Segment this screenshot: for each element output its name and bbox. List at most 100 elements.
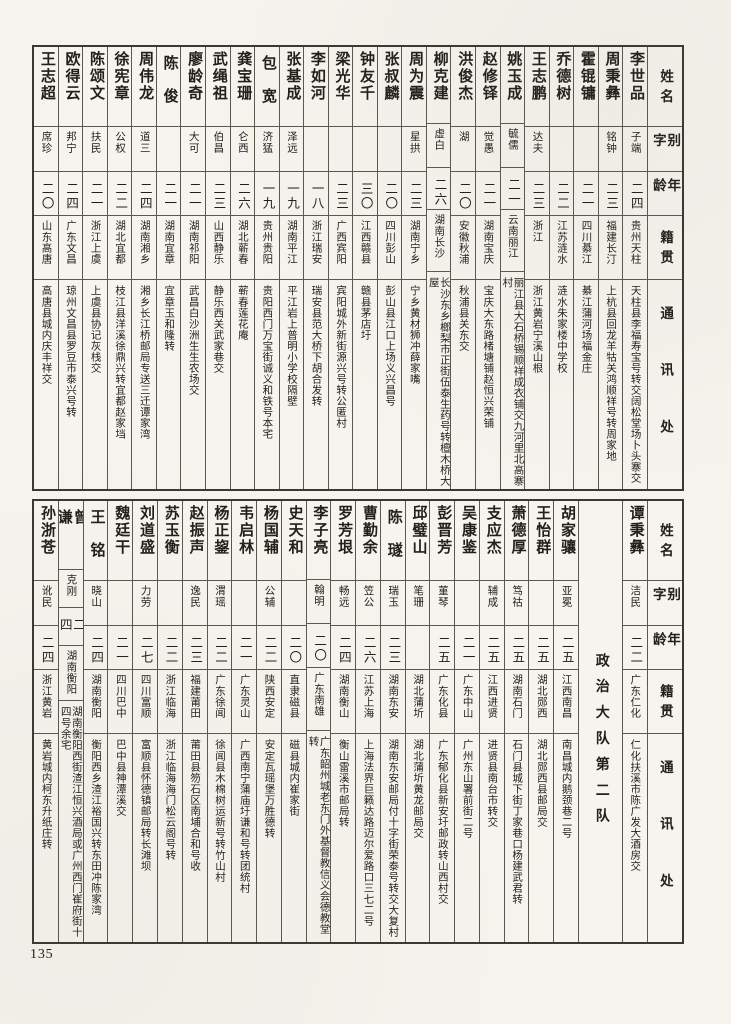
person-column: 陈璲 瑞玉 二三 湖南东安 湖南东安邮局付十字街荣泰号转交大复村: [380, 501, 406, 942]
address-cell: 广西南宁蒲庙圩谦和号转团统村: [232, 734, 256, 942]
origin-cell: 云南丽江: [500, 210, 525, 272]
address-cell: 天柱县李福寿宝号转交阔松堂场卜头寨交: [623, 280, 647, 489]
person-address: 衡山雷溪市邮局转: [337, 739, 349, 828]
person-origin: 山东高唐: [40, 220, 52, 265]
person-column: 孙浙苍 讹民 二四 浙江黄岩 黄岩城内柯东升纸庄转: [34, 501, 59, 942]
header-origin-label: 籍贯: [657, 684, 673, 725]
person-age: 一八: [309, 182, 324, 211]
person-alias: 翰明: [313, 583, 324, 606]
person-name: 武绳祖: [210, 51, 227, 102]
person-name: 李世品: [628, 51, 645, 102]
person-name: 史天和: [286, 505, 303, 556]
origin-cell: 山西静乐: [206, 216, 230, 280]
person-age: 一九: [285, 182, 300, 211]
person-age: 二一: [481, 182, 496, 211]
person-alias: 道三: [138, 131, 150, 154]
name-cell: 萧德厚: [504, 501, 529, 581]
person-address: 湖北蒲圻黄龙邮局交: [412, 739, 424, 839]
person-origin: 江西进贤: [486, 674, 498, 719]
person-name: 梁光华: [333, 51, 350, 102]
address-cell: 蕲春莲花庵: [231, 280, 255, 489]
alias-cell: 铭钟: [598, 127, 623, 172]
person-address: 石门县城下街丁家巷口杨建武君转: [511, 739, 523, 905]
header-age-cell: 年龄: [647, 172, 682, 216]
address-cell: 浙江黄岩宁溪山根: [525, 280, 549, 489]
divider-cell: 政治大队第二队: [579, 501, 622, 942]
person-alias: 伯昌: [212, 131, 224, 154]
age-cell: 二一: [156, 172, 181, 216]
alias-cell: 菫琴: [430, 581, 455, 626]
person-age: 二〇: [312, 634, 327, 663]
origin-cell: 直隶磁县: [281, 670, 306, 734]
name-cell: 姚玉成: [500, 47, 525, 125]
person-address: 瑞安县范大桥下胡合发转: [310, 285, 322, 407]
person-column: 韦启林 二一 广东灵山 广西南宁蒲庙圩谦和号转团统村: [232, 501, 258, 942]
person-alias: 晓山: [90, 585, 102, 608]
age-cell: 二一: [455, 626, 479, 670]
origin-cell: 湖北宜都: [107, 216, 132, 280]
person-column: 萧德厚 笃祜 二五 湖南石门 石门县城下街丁家巷口杨建武君转: [504, 501, 530, 942]
person-origin: 湖北蒲圻: [412, 674, 424, 719]
name-cell: 苏玉衡: [157, 501, 182, 581]
person-alias: 洁民: [629, 585, 641, 608]
age-cell: 二〇: [377, 172, 402, 216]
alias-cell: 道三: [132, 127, 156, 172]
person-origin: 湖南长沙: [433, 213, 445, 259]
alias-cell: 觉愚: [476, 127, 500, 172]
person-address: 浙江黄岩宁溪山根: [531, 285, 543, 374]
person-origin: 湖南平江: [285, 220, 297, 265]
person-age: 二一: [162, 182, 177, 211]
roster-table-bottom: 姓名 别字 年龄 籍贯 通讯处 谭秉彝 洁民 二二 广东仁化 仁化扶溪市陈广发大酒房交 政治大队第二…: [32, 499, 684, 944]
alias-cell: [455, 581, 479, 626]
address-cell: 广东郁化县新安圩邮政转山西村交: [430, 734, 454, 942]
person-origin: 广东南雄: [313, 671, 324, 716]
name-cell: 欧得云: [58, 47, 83, 127]
person-column: 李世品 子端 二四 贵州天柱 天柱县李福寿宝号转交阔松堂场卜头寨交: [623, 47, 648, 489]
person-origin: 湖南衡阳: [90, 674, 102, 719]
header-address-cell: 通讯处: [648, 280, 682, 489]
name-cell: 陈俊: [156, 47, 181, 127]
person-address: 广西南宁蒲庙圩谦和号转团统村: [238, 739, 250, 894]
person-name: 胡家骧: [559, 505, 576, 556]
person-column: 柳克建 虚白 二六 湖南长沙 长沙东乡榔梨市正街伍泰生药号转檀木桥大屋: [426, 47, 452, 489]
address-cell: 秋浦县关东交: [451, 280, 475, 489]
person-column: 陈俊 二一 湖南宜章 宜章玉和隆转: [156, 47, 182, 489]
person-origin: 四川彭山: [384, 220, 396, 265]
origin-cell: 浙江黄岩: [34, 670, 58, 734]
person-address: 赣县茅店圩: [359, 285, 371, 341]
person-column: 魏廷干 二一 四川巴中 巴中县神潭溪交: [108, 501, 134, 942]
person-age: 二五: [435, 636, 450, 665]
alias-cell: 讹民: [34, 581, 58, 626]
person-alias: 菫琴: [436, 585, 448, 608]
person-origin: 福建长汀: [605, 220, 617, 265]
person-age: 二四: [628, 182, 643, 211]
origin-cell: 陕西安定: [257, 670, 281, 734]
origin-cell: 浙江上虞: [83, 216, 107, 280]
person-age: 二三: [188, 636, 203, 665]
person-origin: 湖南湘乡: [138, 220, 150, 265]
address-cell: 巴中县神潭溪交: [108, 734, 132, 942]
person-alias: 仑西: [236, 131, 248, 154]
name-cell: 王志超: [34, 47, 58, 127]
person-origin: 四川巴中: [114, 674, 126, 719]
age-cell: 二七: [133, 626, 157, 670]
origin-cell: 贵州天柱: [623, 216, 647, 280]
person-address: 安定瓦瑶堡万胜德转: [263, 739, 275, 839]
person-origin: 广东徐闻: [213, 674, 225, 719]
person-name: 欧得云: [63, 51, 80, 102]
person-column: 张基成 泽远 一九 湖南平江 平江岩上普明小学校隔壁: [279, 47, 305, 489]
origin-cell: 湖南衡阳: [58, 646, 83, 702]
age-cell: 二一: [181, 172, 205, 216]
person-alias: 扶民: [89, 131, 101, 154]
age-cell: 二一: [108, 626, 133, 670]
person-column: 刘道盛 力劳 二七 四川富顺 富顺县怀德镇邮局转长滩坝: [133, 501, 158, 942]
name-cell: 张基成: [279, 47, 304, 127]
alias-cell: 瑞玉: [380, 581, 405, 626]
person-origin: 湖北郧西: [535, 674, 547, 719]
age-cell: 二三: [598, 172, 623, 216]
person-column: 杨正鋆 渭瑶 二二 广东徐闻 徐闻县木棉树运新号转竹山村: [207, 501, 233, 942]
age-cell: 二一: [574, 172, 598, 216]
person-name: 萧德厚: [509, 505, 526, 556]
person-alias: 讹民: [40, 585, 52, 608]
